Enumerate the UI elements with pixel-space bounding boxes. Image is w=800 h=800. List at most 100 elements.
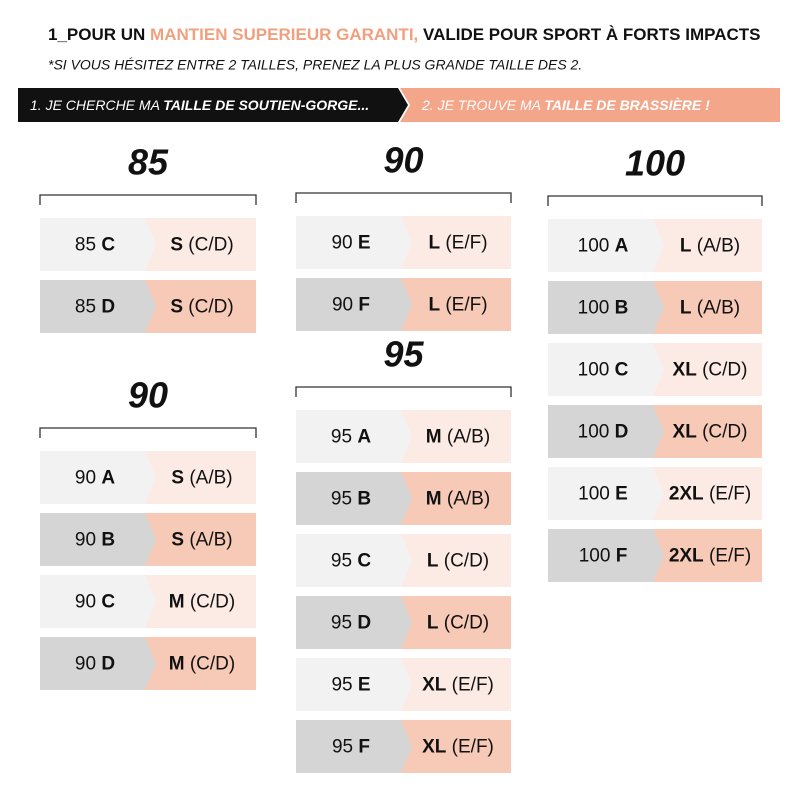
band: 100 <box>578 298 610 319</box>
cup: C <box>615 360 629 381</box>
bra-size: 95 F <box>332 737 370 758</box>
cup: E <box>358 233 371 254</box>
sport-bra-size: XL (C/D) <box>673 360 748 381</box>
bra-size: 95 D <box>331 613 371 634</box>
size: L <box>428 295 440 316</box>
row-bra-cell <box>296 278 412 331</box>
size: S <box>170 235 183 256</box>
row-bra-cell <box>548 343 664 396</box>
band: 90 <box>75 530 96 551</box>
bracket <box>39 427 257 438</box>
row-bra-cell <box>40 513 156 566</box>
band: 90 <box>331 233 352 254</box>
sport-bra-size: XL (E/F) <box>422 675 494 696</box>
bra-size: 90 D <box>75 654 115 675</box>
size: XL <box>673 360 698 381</box>
cup: A <box>357 427 371 448</box>
cup-range: (E/F) <box>452 675 494 696</box>
cup-range: (C/D) <box>190 654 235 675</box>
cup-range: (A/B) <box>447 427 490 448</box>
row-bra-cell <box>548 405 664 458</box>
band: 100 <box>579 546 611 567</box>
row-bra-cell <box>40 451 156 504</box>
cup-range: (A/B) <box>189 530 232 551</box>
size: L <box>680 298 692 319</box>
sport-bra-size: L (A/B) <box>680 298 740 319</box>
bracket <box>547 195 763 206</box>
size: S <box>170 297 183 318</box>
band: 95 <box>331 675 352 696</box>
cup-range: (A/B) <box>189 468 232 489</box>
bracket <box>39 194 257 205</box>
bra-size: 100 A <box>578 236 629 257</box>
group-title: 90 <box>128 375 168 416</box>
band: 100 <box>578 236 610 257</box>
cup-range: (A/B) <box>697 236 740 257</box>
bra-size: 90 F <box>332 295 370 316</box>
row-bra-cell <box>296 410 412 463</box>
cup: B <box>615 298 629 319</box>
row-bra-cell <box>296 658 412 711</box>
cup: C <box>357 551 371 572</box>
row-bra-cell <box>296 596 412 649</box>
row-bra-cell <box>40 637 156 690</box>
row-bra-cell <box>548 281 664 334</box>
group-title: 90 <box>383 140 423 181</box>
row-bra-cell <box>548 467 664 520</box>
sport-bra-size: L (C/D) <box>427 551 489 572</box>
banner-step2-bg <box>400 88 780 122</box>
cup: F <box>616 546 628 567</box>
band: 90 <box>332 295 353 316</box>
bra-size: 85 C <box>75 235 115 256</box>
banner-step2-text: 2. JE TROUVE MA <box>421 97 544 113</box>
sport-bra-size: 2XL (E/F) <box>669 484 751 505</box>
cup-range: (E/F) <box>709 546 751 567</box>
sport-bra-size: S (A/B) <box>171 530 232 551</box>
band: 100 <box>578 422 610 443</box>
cup: E <box>615 484 628 505</box>
cup: F <box>358 295 370 316</box>
group-title: 95 <box>383 334 424 375</box>
cup-range: (C/D) <box>702 360 747 381</box>
sport-bra-size: L (E/F) <box>428 233 487 254</box>
bra-size: 95 E <box>331 675 370 696</box>
cup-range: (E/F) <box>452 737 494 758</box>
row-bra-cell <box>40 575 156 628</box>
cup: A <box>615 236 629 257</box>
band: 95 <box>331 613 352 634</box>
size: M <box>169 592 185 613</box>
banner-step1-bold: TAILLE DE SOUTIEN-GORGE... <box>163 97 369 113</box>
cup: E <box>358 675 371 696</box>
sport-bra-size: S (A/B) <box>171 468 232 489</box>
size: M <box>426 427 442 448</box>
sport-bra-size: M (C/D) <box>169 592 236 613</box>
band: 85 <box>75 235 96 256</box>
sport-bra-size: 2XL (E/F) <box>669 546 751 567</box>
sport-bra-size: XL (E/F) <box>422 737 494 758</box>
row-bra-cell <box>40 218 156 271</box>
banner-step1: 1. JE CHERCHE MA TAILLE DE SOUTIEN-GORGE… <box>30 97 369 113</box>
group-title: 85 <box>128 142 169 183</box>
size: XL <box>673 422 698 443</box>
cup: C <box>101 235 115 256</box>
size: S <box>171 530 184 551</box>
sport-bra-size: M (A/B) <box>426 427 490 448</box>
cup-range: (C/D) <box>702 422 747 443</box>
row-bra-cell <box>296 720 412 773</box>
cup: C <box>101 592 115 613</box>
banner-step2: 2. JE TROUVE MA TAILLE DE BRASSIÈRE ! <box>421 97 710 113</box>
band: 90 <box>75 654 96 675</box>
cup: D <box>101 654 115 675</box>
sport-bra-size: XL (C/D) <box>673 422 748 443</box>
cup-range: (E/F) <box>445 233 487 254</box>
size: L <box>428 233 440 254</box>
cup: D <box>615 422 629 443</box>
size: M <box>169 654 185 675</box>
band: 95 <box>332 737 353 758</box>
bra-size: 90 E <box>331 233 370 254</box>
size: L <box>427 551 439 572</box>
size: 2XL <box>669 546 704 567</box>
band: 95 <box>331 551 352 572</box>
band: 85 <box>75 297 96 318</box>
cup-range: (C/D) <box>188 235 233 256</box>
